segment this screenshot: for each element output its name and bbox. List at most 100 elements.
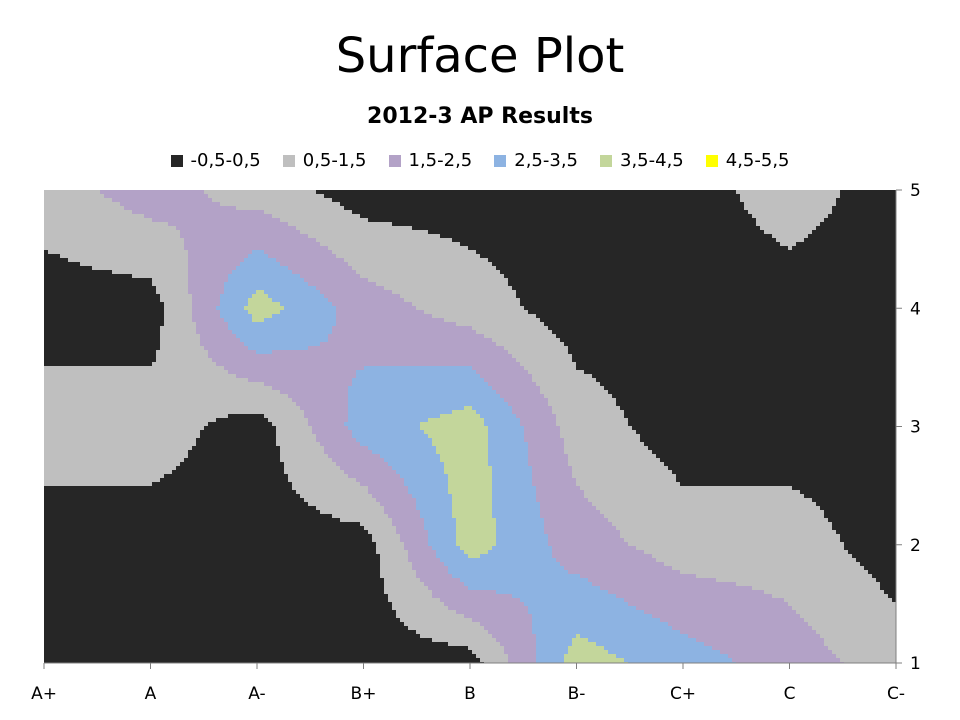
contour-cell [572,642,597,647]
contour-cell [44,550,377,555]
contour-cell [356,370,477,375]
contour-cell [568,650,609,655]
contour-cell [644,550,849,555]
contour-cell [348,398,505,403]
contour-cell [320,242,461,247]
contour-cell [44,270,113,275]
contour-cell [360,274,505,279]
contour-cell [416,306,525,311]
contour-cell [492,470,533,475]
contour-cell [492,486,537,491]
contour-cell [112,270,189,275]
contour-cell [560,562,665,567]
contour-cell [388,598,441,603]
contour-cell [280,218,369,223]
contour-cell [276,258,345,263]
contour-cell [400,618,473,623]
contour-cell [384,506,417,511]
contour-cell [336,462,389,467]
contour-cell [428,542,457,547]
contour-cell [528,442,565,447]
contour-cell [524,438,565,443]
contour-cell [520,298,897,303]
contour-cell [520,302,897,307]
y-tick-label: 3 [910,418,921,438]
contour-cell [220,298,249,303]
contour-cell [312,430,353,435]
legend-item: 4,5-5,5 [705,150,790,171]
contour-cell [488,630,533,635]
contour-cell [532,374,593,379]
contour-cell [600,382,897,387]
contour-cell [316,190,737,195]
contour-cell [160,338,201,343]
y-tick-label: 1 [910,654,921,674]
contour-cell [384,510,421,515]
contour-cell [340,202,745,207]
contour-cell [188,290,225,295]
contour-cell [540,506,597,511]
contour-cell [264,382,353,387]
contour-cell [196,442,277,447]
contour-cell [188,254,249,259]
contour-cell [384,286,513,291]
contour-cell [476,330,553,335]
contour-cell [552,550,645,555]
contour-cell [248,254,269,259]
contour-cell [188,250,253,255]
contour-cell [628,602,789,607]
contour-cell [792,606,897,611]
contour-cell [836,198,897,203]
contour-cell [600,586,753,591]
contour-cell [392,518,425,523]
contour-cell [300,274,361,279]
contour-cell [184,458,281,463]
contour-cell [44,470,173,475]
contour-cell [468,246,789,251]
legend-label: 4,5-5,5 [725,150,790,171]
contour-cell [188,270,233,275]
contour-cell [660,618,805,623]
contour-cell [740,194,841,199]
contour-cell [508,654,537,659]
contour-cell [44,486,293,491]
contour-cell [348,410,453,415]
contour-cell [44,602,393,607]
contour-cell [492,498,537,503]
contour-cell [480,658,509,663]
contour-cell [812,498,897,503]
contour-cell [44,514,333,519]
contour-cell [272,422,309,427]
contour-cell [504,346,569,351]
contour-cell [852,554,897,559]
contour-cell [236,374,357,379]
contour-cell [552,546,637,551]
contour-cell [820,506,897,511]
contour-cell [536,486,581,491]
contour-cell [568,646,605,651]
contour-cell [508,402,549,407]
contour-cell [668,466,897,471]
contour-cell [560,434,641,439]
contour-cell [504,398,549,403]
contour-cell [312,426,349,431]
contour-cell [892,598,897,603]
contour-cell [492,478,533,483]
contour-cell [336,254,481,259]
contour-cell [448,486,493,491]
contour-cell [264,290,321,295]
contour-cell [880,582,897,587]
contour-cell [44,206,125,211]
contour-cell [44,574,381,579]
contour-cell [44,450,189,455]
contour-cell [688,634,821,639]
contour-cell [44,410,305,415]
contour-cell [220,314,253,319]
contour-cell [548,326,897,331]
y-tick-label: 5 [910,181,921,201]
x-tick-label: A [145,684,157,704]
contour-cell [44,446,193,451]
contour-cell [248,302,281,307]
contour-cell [488,458,529,463]
